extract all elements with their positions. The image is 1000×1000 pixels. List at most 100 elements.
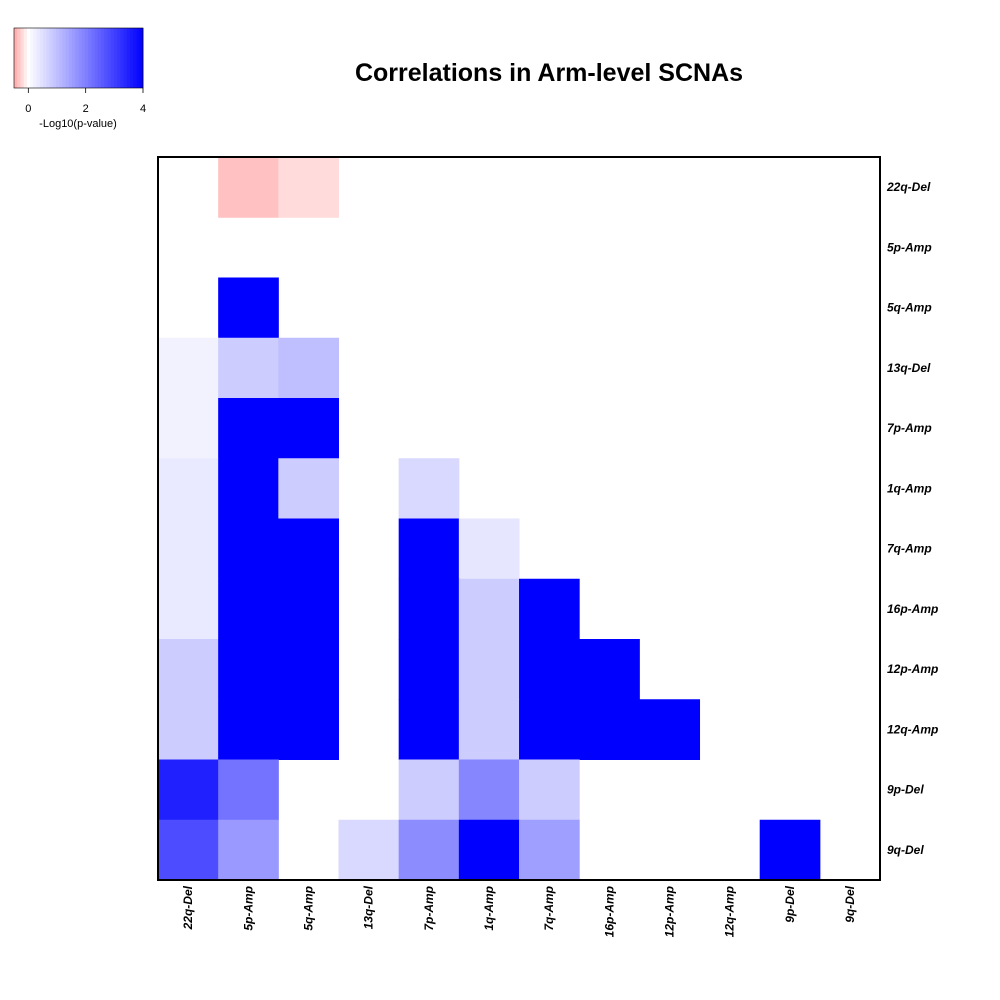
column-label: 9q-Del [843, 885, 857, 922]
row-label: 7q-Amp [887, 542, 932, 556]
column-label: 22q-Del [181, 885, 195, 930]
heatmap-cell [759, 819, 821, 881]
color-legend: 0 2 4 -Log10(p-value) [13, 27, 146, 130]
legend-swatch [123, 28, 128, 88]
legend-swatch [94, 28, 99, 88]
heatmap-cell [579, 699, 640, 760]
heatmap-cell [278, 157, 340, 218]
legend-swatch [91, 28, 96, 88]
legend-tick-label: 2 [83, 103, 89, 115]
heatmap-cell [278, 699, 340, 760]
heatmap-cell [158, 759, 219, 821]
legend-swatch [17, 28, 21, 88]
heatmap-cell [519, 639, 580, 700]
heatmap-cell [218, 518, 279, 580]
legend-swatch [30, 28, 34, 88]
row-label: 16p-Amp [887, 602, 938, 616]
legend-swatch [130, 28, 134, 88]
legend-swatch [139, 28, 144, 88]
heatmap-cell [278, 458, 340, 519]
heatmap-cell [158, 578, 219, 640]
legend-swatch [52, 28, 57, 88]
row-label: 5q-Amp [887, 301, 932, 315]
heatmap-cell [158, 518, 219, 580]
heatmap-cell [579, 639, 640, 700]
legend-swatch [110, 28, 115, 88]
legend-swatch [20, 28, 25, 88]
heatmap-cell [158, 458, 219, 519]
legend-swatch [39, 28, 44, 88]
heatmap-cell [278, 518, 340, 580]
legend-swatch [107, 28, 112, 88]
chart-title: Correlations in Arm-level SCNAs [355, 59, 743, 87]
column-label: 7q-Amp [542, 886, 556, 931]
heatmap-cell [398, 699, 460, 760]
heatmap-cell [158, 819, 219, 881]
column-label: 5q-Amp [301, 886, 315, 931]
legend-tick-label: 4 [140, 103, 146, 115]
column-label: 12q-Amp [723, 886, 737, 937]
legend-swatch [55, 28, 60, 88]
legend-title: -Log10(p-value) [39, 118, 117, 130]
heatmap-cell [458, 639, 520, 700]
heatmap-cell [218, 639, 279, 700]
legend-swatch [62, 28, 67, 88]
column-label: 5p-Amp [241, 886, 255, 931]
legend-gradient [14, 28, 144, 88]
heatmap-cell [278, 337, 340, 399]
column-labels: 22q-Del 5p-Amp 5q-Amp 13q-Del 7p-Amp 1q-Amp 7q… [181, 885, 857, 937]
legend-swatch [68, 28, 73, 88]
heatmap-cell [398, 518, 460, 580]
legend-swatch [36, 28, 41, 88]
heatmap-cell [158, 398, 219, 459]
row-labels: 22q-Del 5p-Amp 5q-Amp 13q-Del 7p-Amp 1q-Amp 7q… [886, 180, 938, 857]
heatmap-cell [458, 518, 520, 580]
heatmap-cell [218, 157, 279, 218]
heatmap-cell [458, 699, 520, 760]
plot-frame [157, 156, 881, 881]
heatmap-cell [158, 639, 219, 700]
heatmap-cell [458, 819, 520, 881]
legend-swatch [65, 28, 70, 88]
legend-swatch [78, 28, 83, 88]
heatmap-cell [338, 819, 400, 881]
row-label: 13q-Del [887, 361, 931, 375]
heatmap-cells [158, 157, 821, 881]
heatmap-cell [398, 759, 460, 821]
legend-tick-label: 0 [25, 103, 31, 115]
row-label: 9q-Del [887, 843, 924, 857]
heatmap-cell [519, 759, 580, 821]
heatmap-cell [218, 819, 279, 881]
heatmap-cell [398, 578, 460, 640]
legend-swatch [113, 28, 118, 88]
heatmap-cell [278, 398, 340, 459]
row-label: 9p-Del [887, 783, 924, 797]
heatmap-cell [218, 458, 279, 519]
heatmap-cell [278, 578, 340, 640]
heatmap-cell [218, 699, 279, 760]
heatmap-cell [398, 819, 460, 881]
row-label: 5p-Amp [887, 240, 932, 254]
column-label: 7p-Amp [422, 886, 436, 931]
legend-swatch [43, 28, 47, 88]
row-label: 7p-Amp [887, 421, 932, 435]
legend-swatch [126, 28, 131, 88]
legend-swatch [46, 28, 50, 88]
column-label: 12p-Amp [662, 886, 676, 937]
legend-swatch [84, 28, 89, 88]
row-label: 12q-Amp [887, 722, 938, 736]
legend-swatch [101, 28, 105, 88]
column-label: 9p-Del [783, 885, 797, 922]
legend-swatch [33, 28, 37, 88]
legend-swatch [117, 28, 121, 88]
legend-swatch [59, 28, 63, 88]
legend-swatch [133, 28, 137, 88]
legend-swatch [81, 28, 86, 88]
row-label: 12p-Amp [887, 662, 938, 676]
heatmap-cell [398, 458, 460, 519]
heatmap-cell [639, 699, 701, 760]
column-label: 1q-Amp [482, 886, 496, 931]
heatmap-cell [158, 699, 219, 760]
legend-swatch [23, 28, 28, 88]
